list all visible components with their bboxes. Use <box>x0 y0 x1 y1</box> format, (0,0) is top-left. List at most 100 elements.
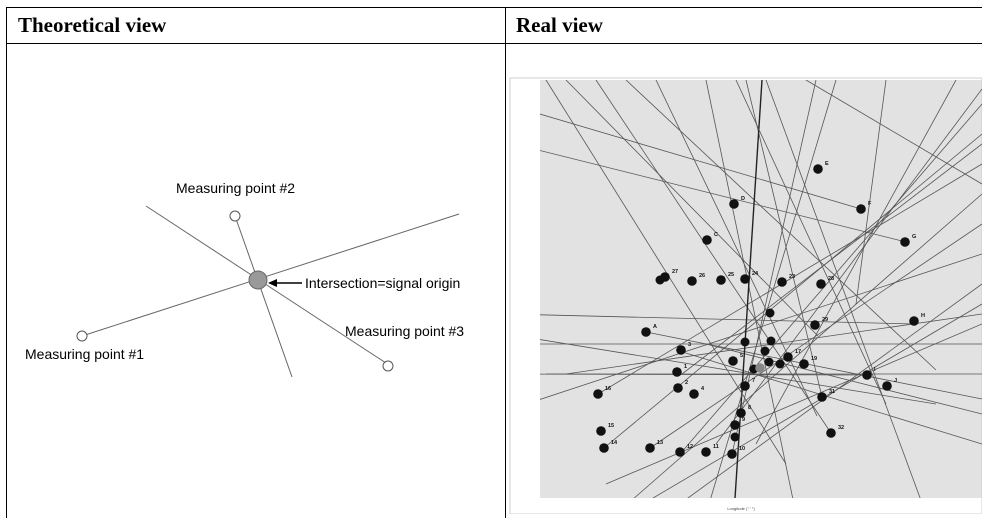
label-measuring-point-2: Measuring point #2 <box>176 180 295 196</box>
station-dot <box>882 381 892 391</box>
bearing-line <box>765 80 921 498</box>
bearing-line <box>679 103 982 455</box>
measuring-point-1-marker <box>76 330 88 342</box>
station-label: A <box>653 324 657 330</box>
station-label: 13 <box>657 440 663 446</box>
station-label: 4 <box>701 386 705 392</box>
station-label: 28 <box>828 276 834 282</box>
station-label: I <box>874 367 876 373</box>
station-dot <box>729 199 739 209</box>
station-dot <box>817 392 827 402</box>
station-label: 31 <box>829 389 835 395</box>
station-label: 1 <box>684 364 687 370</box>
station-dot <box>755 363 765 373</box>
station-label: J <box>894 378 897 384</box>
station-label: 14 <box>611 440 618 446</box>
bearing-line-2 <box>234 215 293 378</box>
station-label: 2 <box>685 380 688 386</box>
station-dot <box>775 359 785 369</box>
label-measuring-point-1: Measuring point #1 <box>25 346 144 362</box>
station-dot <box>813 164 823 174</box>
station-label: 7 <box>752 378 755 384</box>
station-label: 10 <box>739 446 745 452</box>
bearing-line <box>705 343 982 415</box>
measuring-point-3-marker <box>382 360 394 372</box>
bearing-line <box>633 193 982 498</box>
station-dot <box>810 320 820 330</box>
bearing-line <box>595 80 832 434</box>
station-dot <box>728 356 738 366</box>
station-dot <box>764 357 774 367</box>
station-label: 5 <box>740 353 743 359</box>
bearing-line <box>734 80 763 498</box>
station-label: 27 <box>672 269 678 275</box>
bearing-line-1 <box>81 213 460 337</box>
station-dot <box>676 345 686 355</box>
station-label: D <box>741 196 745 202</box>
bearing-line <box>675 349 982 445</box>
bearing-line <box>540 113 862 210</box>
station-label: H <box>921 313 925 319</box>
measuring-point-2-marker <box>229 210 241 222</box>
bearing-line <box>705 80 794 498</box>
station-dot <box>862 370 872 380</box>
station-dot <box>689 389 699 399</box>
origin-arrowhead <box>268 279 277 287</box>
station-dot <box>730 420 740 430</box>
bearing-line <box>735 80 887 405</box>
table-top-border <box>6 7 982 8</box>
station-label: 15 <box>608 423 614 429</box>
station-dot <box>687 276 697 286</box>
table-header-divider <box>6 43 982 44</box>
station-dot <box>766 336 776 346</box>
station-dot <box>740 337 750 347</box>
station-dot <box>701 447 711 457</box>
station-dot <box>716 275 726 285</box>
x-axis-label: Longitude (° ′ ″) <box>727 506 755 511</box>
station-dot <box>909 316 919 326</box>
station-label: 29 <box>822 317 828 323</box>
bearing-line-3 <box>145 205 390 366</box>
station-dot <box>641 327 651 337</box>
station-dot <box>673 383 683 393</box>
bearing-line <box>540 253 982 400</box>
station-dot <box>826 428 836 438</box>
header-real-view: Real view <box>516 12 603 37</box>
bearing-line <box>710 80 837 498</box>
station-label: 3 <box>688 342 691 348</box>
station-dot <box>672 367 682 377</box>
bearing-line <box>540 314 917 325</box>
station-label: 12 <box>687 444 693 450</box>
station-dot <box>760 346 770 356</box>
station-label: C <box>714 232 718 238</box>
station-label: G <box>912 234 916 240</box>
bearing-line <box>565 80 819 337</box>
station-dot <box>816 279 826 289</box>
station-dot <box>740 381 750 391</box>
signal-origin-marker <box>248 270 268 290</box>
station-dot <box>727 449 737 459</box>
label-measuring-point-3: Measuring point #3 <box>345 323 464 339</box>
theoretical-diagram: Measuring point #2 Intersection=signal o… <box>25 180 464 378</box>
table-left-border <box>6 7 7 518</box>
header-theoretical-view: Theoretical view <box>18 12 167 37</box>
bearing-line <box>645 331 982 400</box>
station-dot <box>593 389 603 399</box>
station-dot <box>900 237 910 247</box>
bearing-line <box>855 80 887 305</box>
station-label: 9 <box>742 417 745 423</box>
label-signal-origin: Intersection=signal origin <box>305 275 460 291</box>
station-label: 16 <box>605 386 611 392</box>
bearing-line <box>731 80 817 455</box>
station-dot <box>740 274 750 284</box>
station-label: 22 <box>767 360 773 366</box>
station-dot <box>645 443 655 453</box>
map-plot-area <box>540 80 982 498</box>
map-outer-margin <box>509 77 982 514</box>
station-dot <box>765 308 775 318</box>
bearing-line <box>545 80 787 465</box>
bearing-line <box>605 323 982 485</box>
station-dot <box>596 426 606 436</box>
